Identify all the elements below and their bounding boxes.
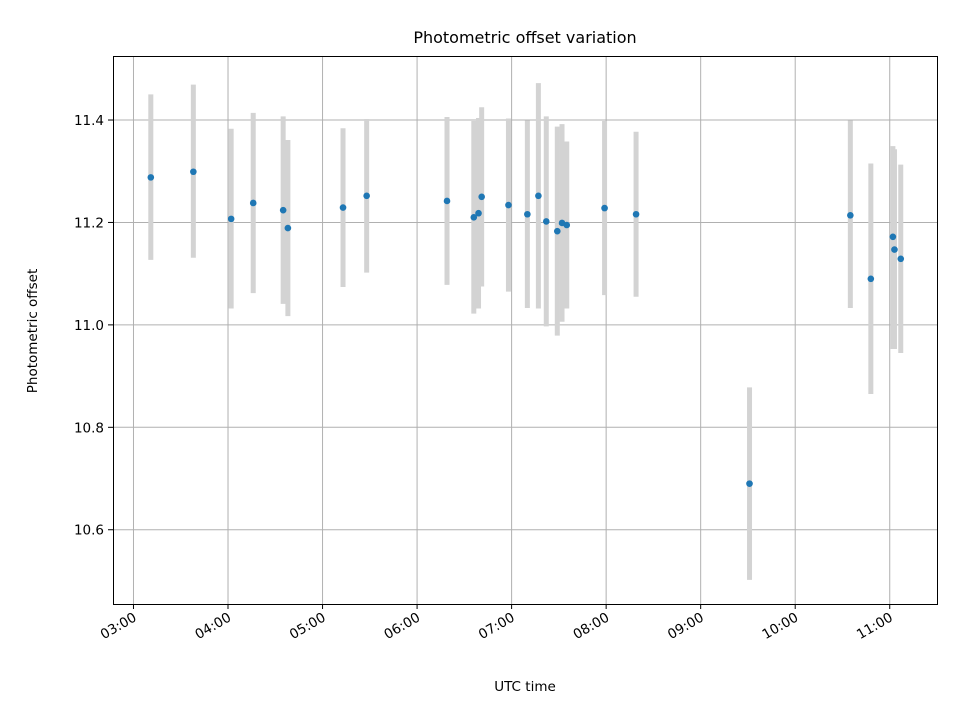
data-point [190,168,197,176]
data-point [535,192,542,200]
y-tick-label: 10.6 [74,523,104,539]
chart-title: Photometric offset variation [413,28,636,47]
data-point [891,246,898,253]
data-point [339,204,347,211]
data-point [542,218,550,225]
data-point [867,275,875,283]
y-tick-label: 10.8 [74,420,104,436]
data-point [443,197,451,205]
data-point [470,214,478,221]
data-point [524,210,531,218]
data-point [279,206,287,214]
data-point [505,201,512,209]
grid-layer [113,56,937,604]
data-point [284,224,292,232]
data-point [889,233,897,241]
data-point [847,211,854,219]
point-layer [147,168,905,487]
data-point [363,192,370,200]
y-tick-label: 11.4 [74,113,104,129]
y-tick-label: 11.2 [74,215,104,231]
y-axis-label: Photometric offset [25,269,41,393]
data-point [897,255,905,263]
data-point [563,221,571,229]
y-tick-label: 11.0 [74,318,104,334]
data-point [147,174,155,181]
data-point [553,227,561,235]
data-point [227,215,235,223]
plot-frame [113,56,938,605]
data-point [478,193,485,201]
data-point [746,480,753,487]
x-axis-label: UTC time [494,679,556,695]
data-point [475,209,482,217]
data-point [632,210,640,218]
data-point [249,199,257,207]
data-point [601,204,608,212]
